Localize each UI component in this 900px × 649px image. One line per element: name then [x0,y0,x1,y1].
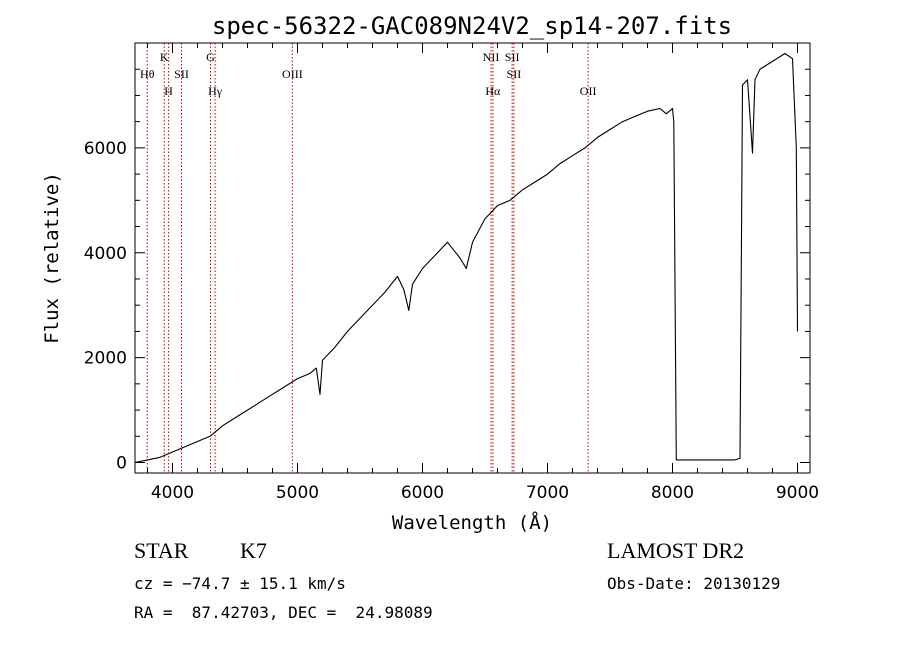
line-marker-label: SII [507,67,522,81]
observation-date: Obs-Date: 20130129 [607,574,781,593]
plot-frame [134,42,811,474]
line-marker-label: OII [580,84,597,98]
x-tick-label: 4000 [151,483,194,503]
survey-name: LAMOST DR2 [607,538,745,563]
y-tick-label: 4000 [84,244,127,264]
x-axis-label: Wavelength (Å) [392,511,552,534]
x-tick-label: 6000 [401,483,444,503]
line-marker-label: G [206,50,215,64]
line-marker-label: SII [505,50,520,64]
line-marker-label: Hγ [208,84,223,98]
object-class: STAR [134,538,189,563]
line-marker-label: Hθ [140,67,155,81]
y-tick-label: 2000 [84,349,127,369]
line-marker-label: Hα [485,84,501,98]
spectrum-line [134,52,799,464]
plot-axes [134,42,811,474]
axis-ticks: 4000 5000 6000 7000 8000 9000 0 2000 4000 6000 [84,43,819,503]
object-subclass: K7 [240,538,267,563]
spectrum-series [134,52,799,464]
line-marker-label: K [160,50,169,64]
line-marker-label: OIII [282,67,303,81]
line-marker-label: NII [483,50,500,64]
x-tick-label: 5000 [276,483,319,503]
chart-title: spec-56322-GAC089N24V2_sp14-207.fits [212,12,732,40]
y-tick-label: 0 [116,454,127,474]
redshift-readout: cz = −74.7 ± 15.1 km/s [134,574,346,593]
y-axis-label: Flux (relative) [41,172,63,344]
coordinates-readout: RA = 87.42703, DEC = 24.98089 [134,603,433,622]
line-marker-label: SII [174,67,189,81]
line-marker-label: H [164,84,173,98]
x-tick-label: 9000 [776,483,819,503]
x-tick-label: 7000 [526,483,569,503]
x-tick-label: 8000 [651,483,694,503]
y-tick-label: 6000 [84,139,127,159]
